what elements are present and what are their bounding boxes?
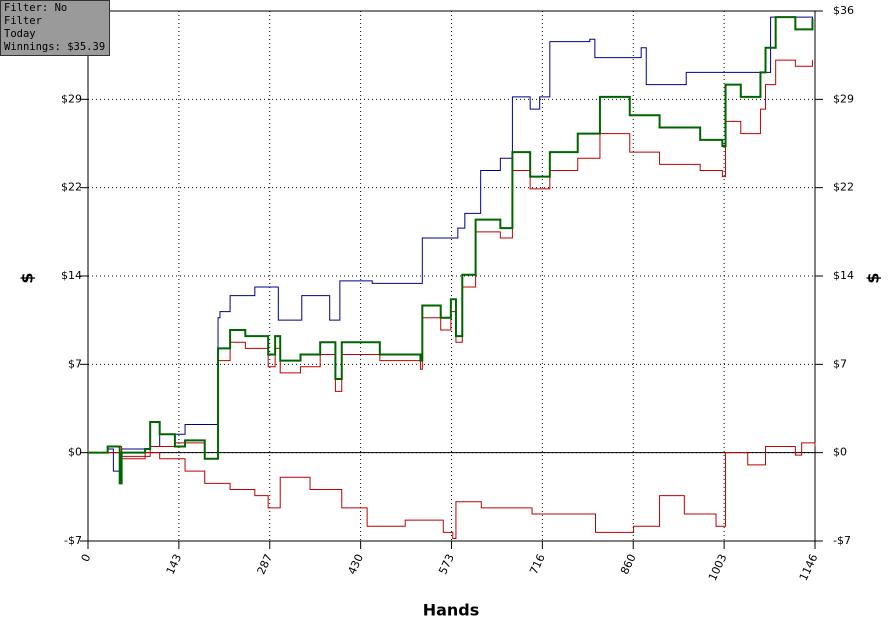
x-tick-label: 1146: [797, 552, 821, 583]
y-tick-label: $14: [61, 269, 82, 282]
info-line: Winnings: $35.39: [4, 41, 106, 53]
y2-tick-label: $7: [833, 357, 847, 370]
x-tick-label: 287: [255, 552, 276, 577]
x-tick-label: 573: [436, 552, 457, 577]
y2-tick-label: $29: [833, 92, 854, 105]
info-line: Today: [4, 28, 36, 40]
info-box: Filter: No Filter Today Winnings: $35.39: [0, 0, 110, 56]
x-tick-label: 860: [618, 552, 639, 577]
y2-tick-label: -$7: [833, 534, 851, 547]
series-line: [88, 442, 816, 540]
x-axis-title: Hands: [423, 601, 480, 620]
y-tick-label: $0: [68, 446, 82, 459]
info-line: Filter: No Filter: [4, 2, 68, 27]
y-tick-label: $22: [61, 181, 82, 194]
x-tick-label: 716: [527, 552, 548, 577]
y-tick-label: $29: [61, 92, 82, 105]
x-tick-label: 0: [79, 552, 94, 564]
y-tick-label: -$7: [64, 534, 82, 547]
y-axis-title: $: [18, 272, 37, 283]
y-tick-label: $7: [68, 357, 82, 370]
y2-tick-label: $22: [833, 181, 854, 194]
x-tick-label: 430: [345, 552, 366, 577]
x-tick-label: 143: [164, 552, 185, 577]
y2-tick-label: $14: [833, 269, 854, 282]
y2-tick-label: $0: [833, 446, 847, 459]
x-tick-label: 1003: [706, 552, 730, 583]
y2-axis-title: $: [864, 272, 883, 283]
series-line: [88, 16, 814, 485]
y2-tick-label: $36: [833, 4, 854, 17]
